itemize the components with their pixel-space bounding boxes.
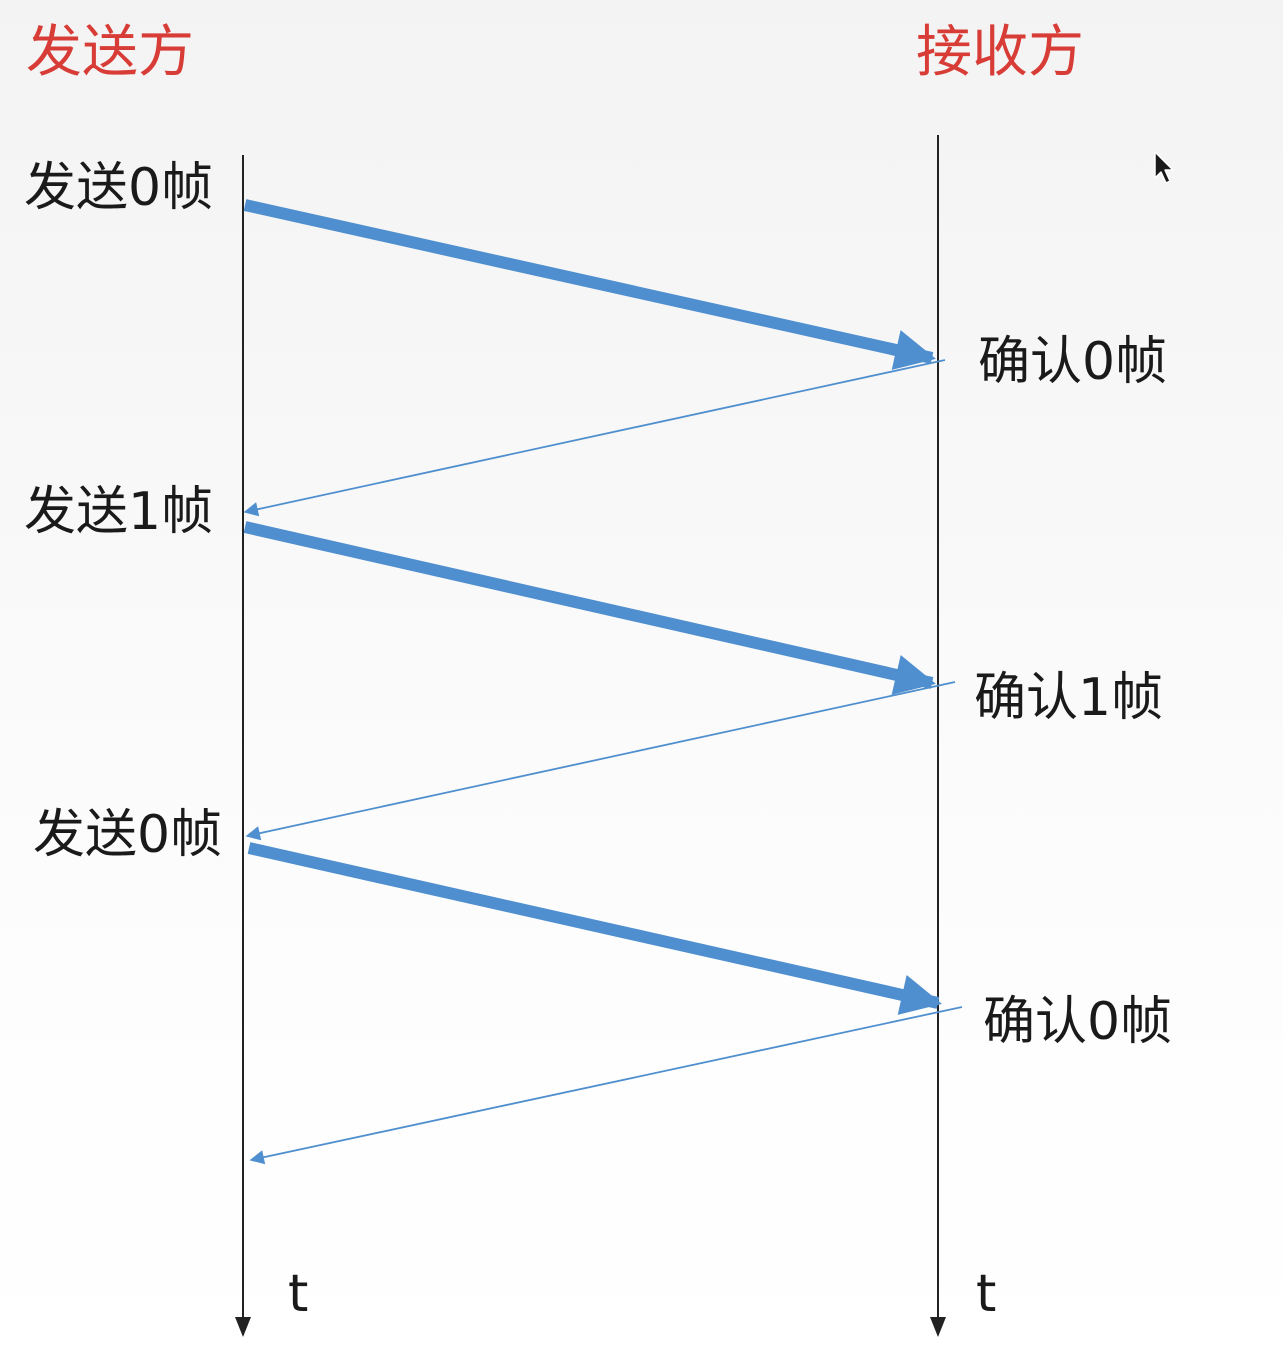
frame-arrow-2 [247, 842, 942, 1015]
mouse-cursor-icon [1152, 150, 1178, 192]
receiver-title: 接收方 [916, 20, 1084, 85]
send-label-0: 发送0帧 [24, 158, 214, 218]
receiver-time-label: t [976, 1264, 997, 1324]
sender-time-label: t [288, 1264, 309, 1324]
ack-label-0: 确认0帧 [978, 332, 1168, 392]
ack-label-2: 确认0帧 [983, 992, 1173, 1052]
ack-arrow-2 [249, 1006, 963, 1165]
ack-arrow-1 [245, 681, 956, 841]
ack-arrow-0 [243, 359, 946, 517]
ack-label-1: 确认1帧 [974, 668, 1164, 728]
frame-arrow-0 [243, 199, 936, 370]
send-label-1: 发送1帧 [24, 482, 214, 542]
send-label-2: 发送0帧 [33, 805, 223, 865]
frame-arrow-1 [243, 521, 936, 695]
sender-title: 发送方 [26, 20, 194, 85]
